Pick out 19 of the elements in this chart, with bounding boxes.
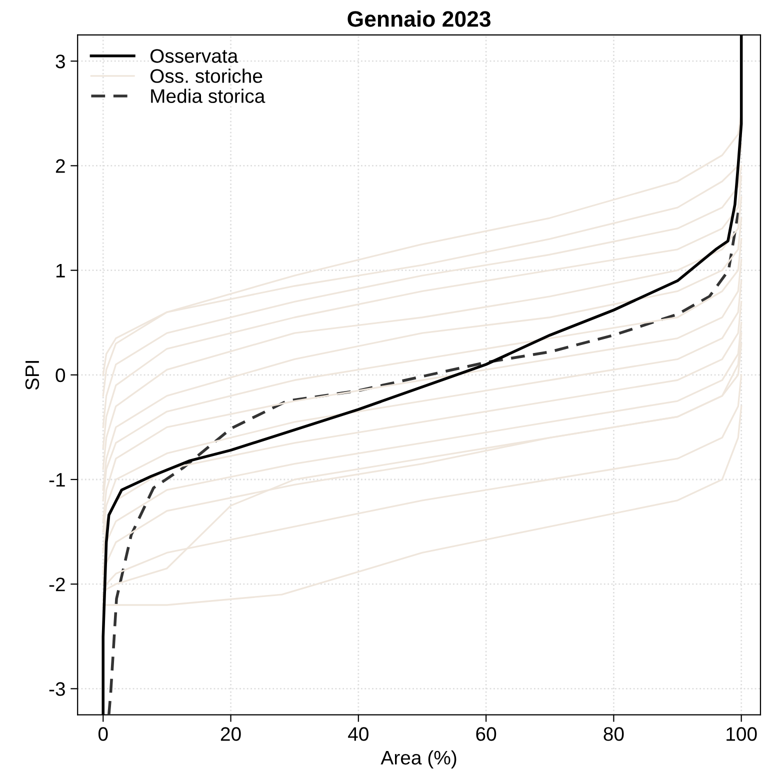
y-tick-label: 0 (56, 368, 66, 382)
x-tick-label: 0 (98, 727, 108, 741)
x-axis-title: Area (%) (380, 750, 456, 768)
legend-label: Oss. storiche (150, 68, 262, 83)
x-tick-label: 100 (726, 727, 757, 741)
y-tick-label: 2 (56, 159, 65, 173)
y-tick-label: -3 (49, 682, 65, 696)
x-tick-label: 60 (476, 727, 496, 741)
legend-label: Osservata (150, 49, 238, 63)
legend-label: Media storica (151, 88, 266, 103)
x-tick-label: 80 (604, 727, 624, 741)
y-axis-title: SPI (25, 361, 40, 390)
y-tick-label: -2 (49, 578, 65, 592)
y-tick-label: 3 (56, 54, 65, 68)
x-tick-label: 20 (220, 727, 241, 741)
x-tick-label: 40 (348, 727, 368, 741)
y-tick-label: -1 (49, 473, 65, 487)
chart-title: Gennaio 2023 (348, 10, 490, 27)
y-tick-label: 1 (56, 264, 65, 278)
